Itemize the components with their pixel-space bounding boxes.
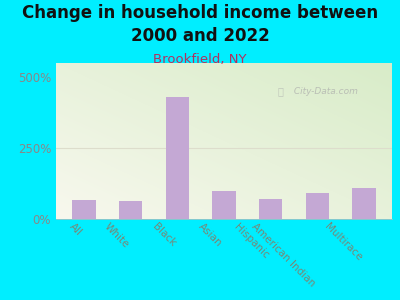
Bar [166, 97, 189, 219]
Text: City-Data.com: City-Data.com [291, 87, 358, 96]
Bar [352, 188, 376, 219]
Text: Change in household income between
2000 and 2022: Change in household income between 2000 … [22, 4, 378, 45]
Bar [306, 194, 329, 219]
Text: ⓘ: ⓘ [278, 86, 284, 96]
Text: Brookfield, NY: Brookfield, NY [153, 52, 247, 65]
Bar [72, 200, 96, 219]
Bar [259, 199, 282, 219]
Bar [119, 201, 142, 219]
Bar [212, 190, 236, 219]
